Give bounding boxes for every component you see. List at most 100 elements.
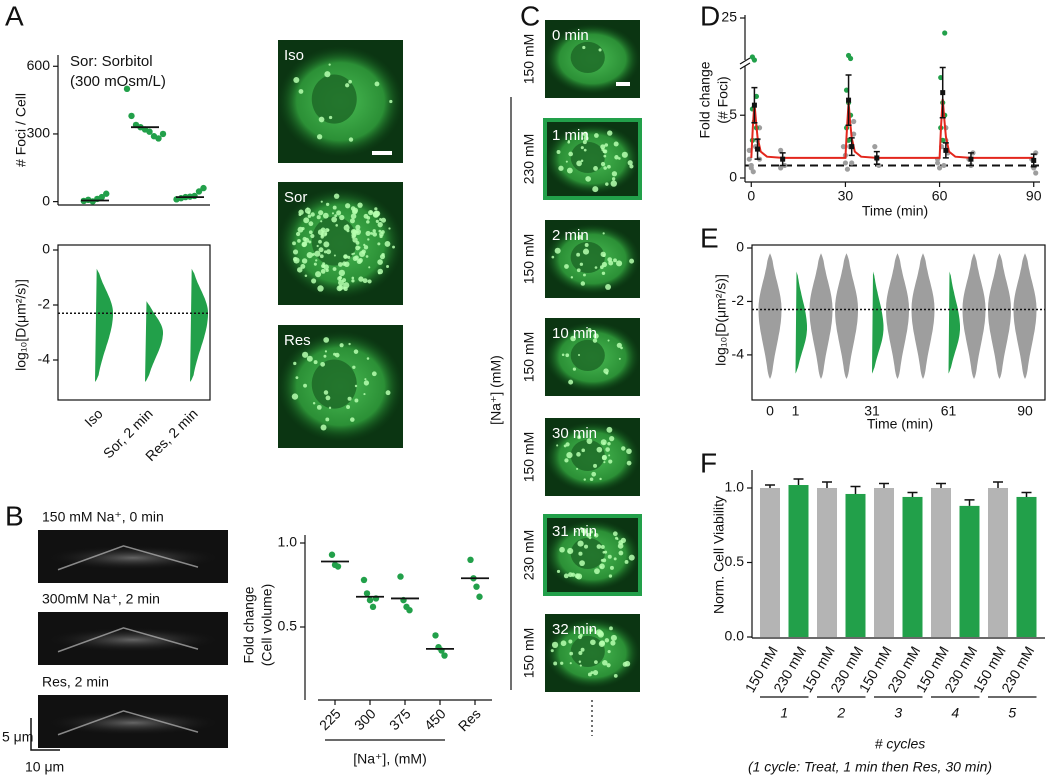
focus	[593, 333, 599, 339]
focus	[333, 193, 340, 199]
axis-label: [Na⁺] (mM)	[488, 355, 504, 425]
focus	[596, 544, 602, 549]
focus	[308, 230, 313, 235]
x-axis-label: [Na⁺], (mM)	[353, 751, 427, 767]
focus	[594, 568, 600, 575]
focus	[589, 628, 593, 632]
point	[778, 165, 784, 171]
focus	[364, 378, 367, 381]
focus	[292, 256, 298, 262]
focus	[578, 660, 582, 663]
x-tick-label: 450	[421, 705, 449, 733]
y-tick-label: 5	[729, 106, 737, 122]
dot	[98, 193, 105, 201]
focus	[620, 346, 623, 350]
focus	[355, 245, 360, 251]
x-tick-label: 30	[838, 188, 854, 204]
x-tick-label: 0	[747, 188, 755, 204]
focus	[362, 278, 368, 284]
y-tick-label: 600	[27, 57, 51, 73]
time-label: 2 min	[552, 227, 589, 244]
point	[847, 55, 854, 62]
focus	[583, 135, 589, 141]
focus	[626, 460, 632, 466]
focus	[621, 446, 626, 451]
focus	[372, 211, 380, 218]
focus	[583, 148, 587, 152]
focus	[311, 278, 317, 284]
y-tick-label: 25	[721, 9, 737, 25]
focus	[292, 249, 299, 255]
focus	[596, 446, 603, 453]
focus	[580, 527, 587, 534]
bar	[760, 488, 780, 637]
group-label: 3	[894, 705, 902, 721]
point	[941, 162, 947, 169]
focus	[334, 352, 340, 358]
focus	[346, 405, 351, 410]
focus	[352, 207, 359, 214]
focus	[318, 210, 324, 216]
focus	[320, 200, 323, 203]
time-label: 32 min	[552, 621, 597, 638]
focus	[577, 235, 583, 240]
focus	[604, 143, 609, 147]
focus	[556, 150, 561, 154]
focus	[338, 279, 344, 286]
focus	[607, 339, 610, 342]
y-axis-label: Norm. Cell Viability	[711, 496, 727, 614]
focus	[602, 442, 606, 445]
focus	[554, 247, 561, 254]
image-label: Res	[284, 332, 311, 349]
bar	[931, 488, 951, 637]
nucleus	[570, 41, 605, 74]
focus	[564, 264, 569, 269]
focus	[363, 245, 369, 250]
focus	[347, 255, 351, 259]
dot	[103, 190, 110, 197]
violin	[911, 253, 935, 379]
focus	[617, 543, 624, 549]
focus	[336, 210, 342, 216]
focus	[324, 350, 328, 353]
nucleus	[570, 635, 605, 668]
focus	[550, 649, 554, 653]
focus	[348, 79, 352, 84]
focus	[616, 538, 619, 541]
nucleus	[570, 241, 605, 274]
focus	[605, 182, 609, 186]
cell-edge	[57, 545, 199, 571]
focus	[320, 220, 323, 223]
focus	[602, 232, 605, 235]
focus	[580, 527, 583, 530]
focus	[377, 268, 384, 275]
focus	[372, 229, 376, 233]
focus	[324, 71, 331, 78]
focus	[600, 559, 604, 562]
focus	[598, 640, 606, 647]
focus	[618, 157, 621, 160]
focus	[379, 218, 382, 221]
focus	[618, 550, 624, 556]
focus	[611, 171, 618, 177]
focus	[367, 238, 370, 241]
focus	[605, 284, 611, 290]
focus	[580, 281, 586, 286]
concentration-label: 230 mM	[521, 530, 537, 581]
focus	[587, 327, 592, 332]
focus	[576, 467, 579, 470]
y-tick-label: 0	[42, 241, 50, 257]
cell-edge	[57, 710, 199, 736]
focus	[367, 279, 372, 284]
dot	[441, 652, 448, 659]
focus	[374, 81, 380, 87]
focus	[586, 438, 593, 445]
focus	[626, 448, 632, 455]
violin	[809, 253, 833, 379]
focus	[293, 77, 300, 84]
nucleus	[570, 439, 605, 472]
focus	[350, 417, 355, 422]
focus	[606, 426, 613, 433]
mean	[849, 144, 855, 150]
violin	[948, 271, 960, 374]
